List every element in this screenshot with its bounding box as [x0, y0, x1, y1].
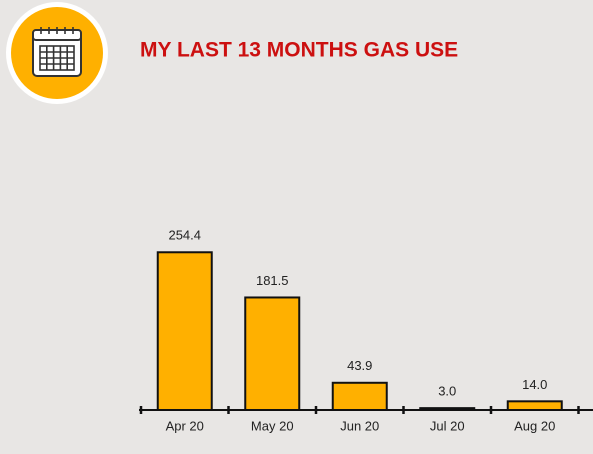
- x-tick-label: May 20: [251, 418, 294, 433]
- bar: [331, 381, 388, 412]
- x-tick-label: Jul 20: [430, 418, 465, 433]
- bar: [244, 296, 301, 411]
- x-tick-label: Aug 20: [514, 418, 555, 433]
- bar: [156, 251, 213, 411]
- x-tick-label: Apr 20: [166, 418, 204, 433]
- data-label: 254.4: [168, 228, 201, 243]
- data-label: 43.9: [347, 358, 372, 373]
- bar: [506, 400, 563, 412]
- x-tick-label: Jun 20: [340, 418, 379, 433]
- calendar-icon: [6, 2, 108, 104]
- data-label: 14.0: [522, 377, 547, 392]
- chart-title: MY LAST 13 MONTHS GAS USE: [140, 39, 458, 62]
- data-label: 181.5: [256, 273, 289, 288]
- data-label: 3.0: [438, 384, 456, 399]
